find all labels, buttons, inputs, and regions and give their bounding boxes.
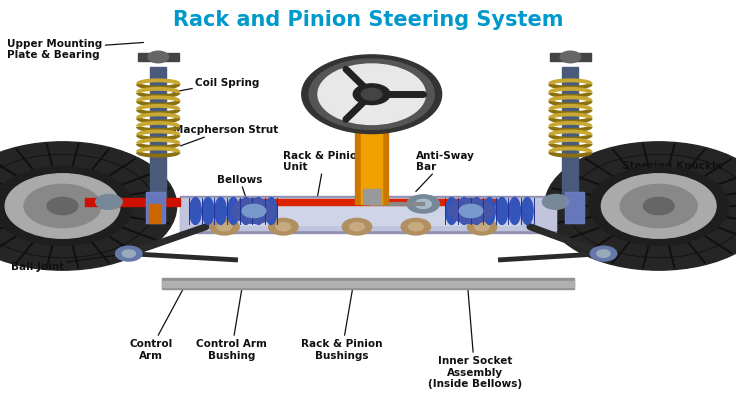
Circle shape bbox=[24, 185, 101, 228]
Circle shape bbox=[449, 199, 493, 224]
Ellipse shape bbox=[496, 198, 508, 225]
Ellipse shape bbox=[446, 198, 457, 225]
Circle shape bbox=[475, 223, 489, 231]
Circle shape bbox=[276, 223, 291, 231]
Bar bbox=[363, 190, 381, 204]
Text: Rack & Pinion
Bushings: Rack & Pinion Bushings bbox=[302, 285, 383, 360]
Circle shape bbox=[601, 174, 716, 239]
Ellipse shape bbox=[459, 198, 470, 225]
Circle shape bbox=[542, 195, 569, 210]
Circle shape bbox=[232, 199, 276, 224]
Ellipse shape bbox=[522, 198, 533, 225]
Circle shape bbox=[148, 52, 169, 64]
Circle shape bbox=[620, 185, 697, 228]
Bar bbox=[239, 199, 497, 205]
Text: Rack & Pinion
Unit: Rack & Pinion Unit bbox=[283, 150, 365, 202]
Ellipse shape bbox=[215, 198, 227, 225]
Text: Outer
Tie-Rod End: Outer Tie-Rod End bbox=[11, 208, 129, 230]
Text: Coil Spring: Coil Spring bbox=[173, 78, 259, 93]
Text: Inner Socket
Assembly
(Inside Bellows): Inner Socket Assembly (Inside Bellows) bbox=[428, 283, 522, 388]
Ellipse shape bbox=[484, 198, 495, 225]
Ellipse shape bbox=[190, 198, 201, 225]
Text: Rack and Pinion Steering System: Rack and Pinion Steering System bbox=[173, 10, 563, 30]
Ellipse shape bbox=[227, 198, 239, 225]
Bar bbox=[138, 54, 179, 62]
Bar bbox=[355, 107, 388, 204]
Circle shape bbox=[242, 205, 266, 218]
Circle shape bbox=[459, 205, 483, 218]
Bar bbox=[565, 192, 584, 223]
Bar bbox=[556, 198, 563, 206]
Circle shape bbox=[467, 219, 497, 235]
Bar bbox=[149, 204, 160, 223]
Ellipse shape bbox=[240, 198, 252, 225]
Text: Upper Mounting
Plate & Bearing: Upper Mounting Plate & Bearing bbox=[7, 39, 144, 60]
Bar bbox=[180, 199, 556, 231]
Bar bbox=[162, 279, 574, 289]
Bar bbox=[162, 281, 574, 287]
Circle shape bbox=[0, 167, 132, 246]
Text: Ball Joint: Ball Joint bbox=[11, 254, 129, 271]
Text: Control Arm
Bushing: Control Arm Bushing bbox=[197, 283, 267, 360]
Bar bbox=[180, 196, 556, 233]
Ellipse shape bbox=[252, 198, 264, 225]
Bar bbox=[550, 54, 591, 62]
Circle shape bbox=[407, 195, 439, 214]
Circle shape bbox=[5, 174, 120, 239]
Ellipse shape bbox=[509, 198, 520, 225]
Circle shape bbox=[96, 195, 122, 210]
Circle shape bbox=[415, 200, 431, 209]
Circle shape bbox=[210, 219, 239, 235]
Circle shape bbox=[350, 223, 364, 231]
Circle shape bbox=[122, 250, 135, 258]
Circle shape bbox=[597, 250, 610, 258]
Circle shape bbox=[0, 142, 177, 271]
Bar bbox=[361, 107, 382, 204]
Bar bbox=[146, 192, 165, 223]
Circle shape bbox=[590, 247, 617, 261]
Circle shape bbox=[353, 85, 390, 105]
Circle shape bbox=[318, 65, 425, 125]
Circle shape bbox=[47, 198, 78, 215]
Circle shape bbox=[589, 167, 729, 246]
Bar bbox=[562, 68, 578, 206]
Bar bbox=[217, 204, 519, 226]
Text: Macpherson Strut: Macpherson Strut bbox=[173, 125, 278, 147]
Text: Tire: Tire bbox=[18, 179, 74, 194]
Bar bbox=[150, 68, 166, 206]
Circle shape bbox=[302, 56, 442, 134]
Ellipse shape bbox=[202, 198, 214, 225]
Circle shape bbox=[545, 142, 736, 271]
Circle shape bbox=[217, 223, 232, 231]
Circle shape bbox=[269, 219, 298, 235]
Circle shape bbox=[342, 219, 372, 235]
Bar bbox=[85, 198, 180, 206]
Circle shape bbox=[643, 198, 674, 215]
Ellipse shape bbox=[471, 198, 483, 225]
Bar bbox=[565, 192, 584, 223]
Circle shape bbox=[408, 223, 423, 231]
Text: Steering Knuckle: Steering Knuckle bbox=[604, 160, 723, 184]
Ellipse shape bbox=[266, 198, 277, 225]
Circle shape bbox=[560, 52, 581, 64]
Text: Control
Arm: Control Arm bbox=[130, 281, 188, 360]
Bar bbox=[146, 192, 165, 223]
Circle shape bbox=[309, 60, 434, 130]
Text: Bellows: Bellows bbox=[217, 175, 263, 200]
Circle shape bbox=[116, 247, 142, 261]
Text: Anti-Sway
Bar: Anti-Sway Bar bbox=[416, 150, 475, 192]
Circle shape bbox=[401, 219, 431, 235]
Circle shape bbox=[361, 89, 382, 101]
